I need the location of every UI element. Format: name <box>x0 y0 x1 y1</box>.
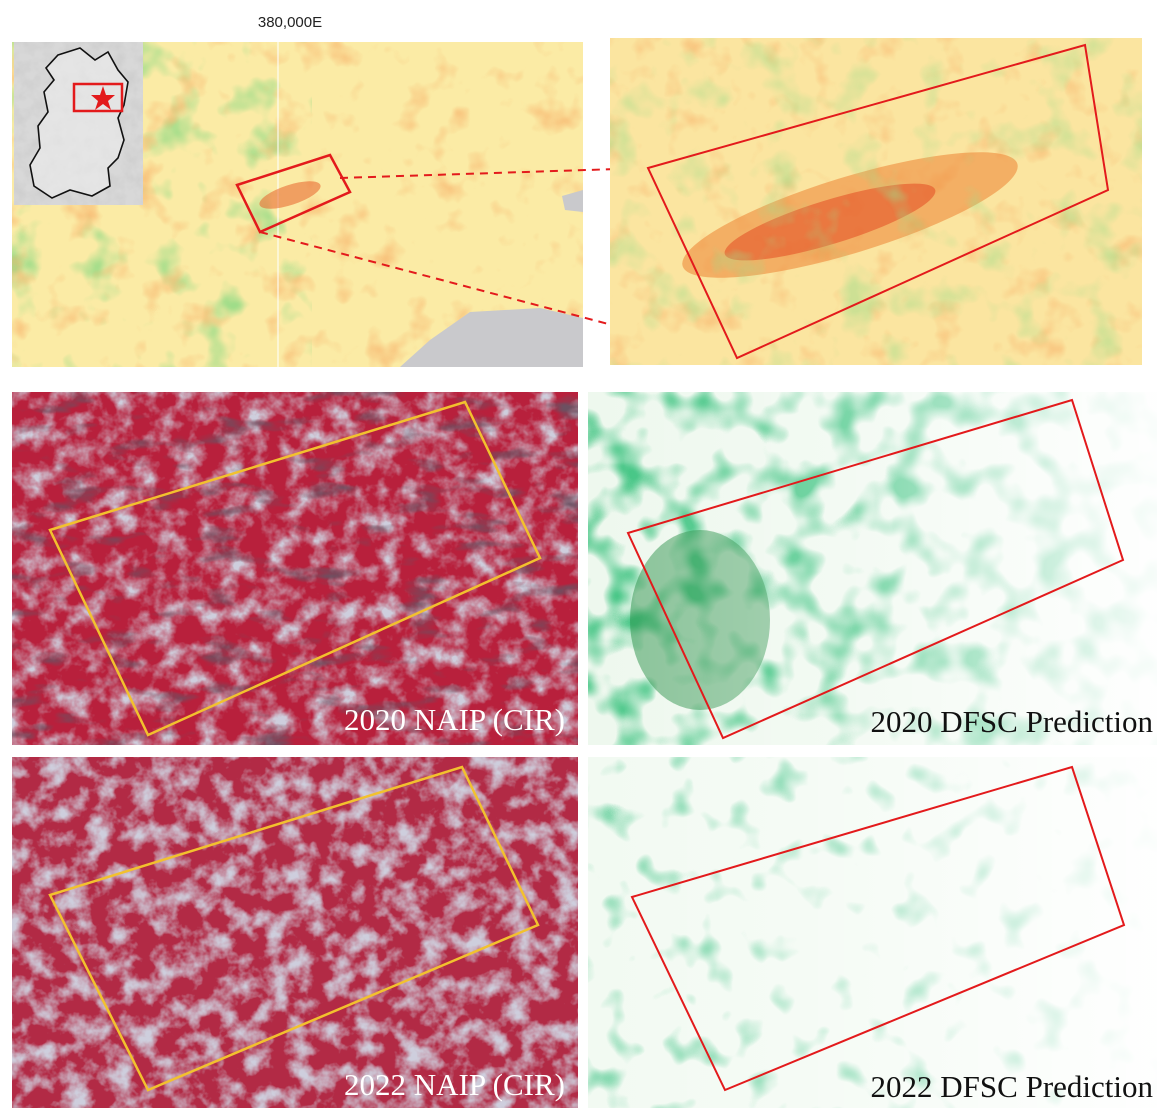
nodata-area <box>562 190 583 212</box>
inset-extent-box <box>72 82 124 113</box>
overview-map <box>12 42 738 367</box>
area-box <box>626 398 1125 740</box>
panel-label: 2020 DFSC Prediction <box>871 704 1154 739</box>
panel-label: 2020 NAIP (CIR) <box>344 702 565 737</box>
dfsc-2020: 2020 DFSC Prediction <box>588 392 1157 745</box>
area-box <box>646 43 1110 360</box>
hotspot <box>259 181 321 209</box>
area-box <box>48 765 540 1092</box>
coordinate-label: 380,000E <box>258 14 322 31</box>
fade <box>588 392 1157 745</box>
zoom-map <box>610 38 1142 365</box>
nodata-area <box>400 308 583 367</box>
vegetation-texture <box>610 38 1142 365</box>
area-box <box>48 400 542 737</box>
location-star <box>91 86 115 110</box>
panel-label: 2022 NAIP (CIR) <box>344 1067 565 1102</box>
area-box <box>235 153 352 234</box>
shadow-texture <box>12 392 578 745</box>
region-outline <box>29 47 129 199</box>
naip-2022: 2022 NAIP (CIR) <box>12 757 578 1108</box>
naip-2020: 2020 NAIP (CIR) <box>12 392 578 745</box>
fade <box>588 757 1157 1108</box>
area-box <box>630 765 1126 1092</box>
zoom-line <box>339 167 649 179</box>
image-texture <box>12 757 578 1108</box>
dfsc-2022: 2022 DFSC Prediction <box>588 757 1157 1108</box>
panel-label: 2022 DFSC Prediction <box>871 1069 1154 1104</box>
